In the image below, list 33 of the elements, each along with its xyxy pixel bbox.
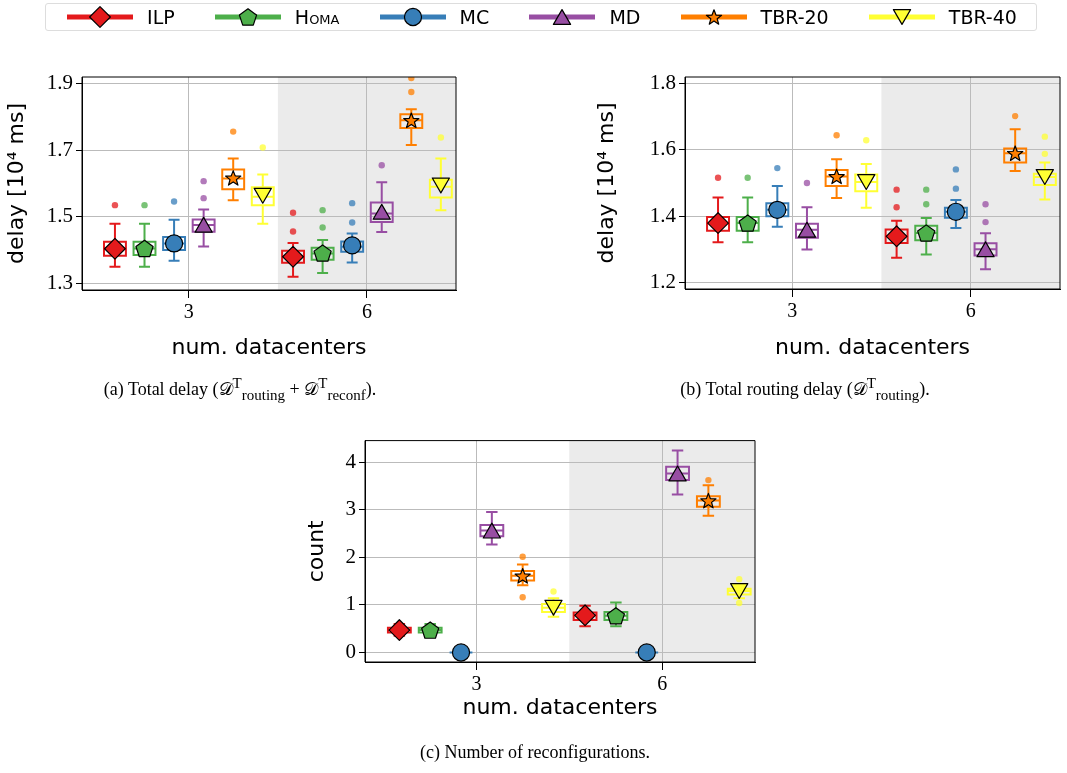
legend-label: MC <box>459 6 490 28</box>
y-tick-label: 1.4 <box>649 202 677 227</box>
y-tick-label: 1.3 <box>46 269 73 294</box>
legend-label: ILP <box>147 6 175 28</box>
legend-label: TBR-40 <box>948 6 1017 28</box>
legend-label: TBR-20 <box>760 6 829 28</box>
y-tick-label: 1.7 <box>46 136 73 161</box>
y-tick-label: 1.9 <box>46 70 73 95</box>
x-tick-label: 3 <box>183 300 194 323</box>
x-axis-title: num. datacenters <box>462 693 658 719</box>
x-tick-label: 6 <box>965 299 976 322</box>
y-tick-label: 1 <box>345 591 356 616</box>
y-tick-label: 1.5 <box>46 203 73 228</box>
x-axis-title: num. datacenters <box>171 333 367 359</box>
x-tick-label: 6 <box>361 300 372 323</box>
y-axis-title: delay [10⁴ ms] <box>2 103 28 264</box>
y-tick-label: 4 <box>345 448 357 473</box>
y-tick-label: 1.2 <box>649 268 676 293</box>
y-tick-label: 1.6 <box>649 136 676 161</box>
x-axis-title: num. datacenters <box>774 333 971 359</box>
text: (c) Number of reconfigurations. <box>420 742 650 763</box>
x-tick-label: 6 <box>657 672 668 695</box>
x-tick-label: 3 <box>787 299 798 322</box>
text: (b) Total routing delay (𝒟$^{T}$$_{routing}$). <box>680 375 930 404</box>
text: (a) Total delay (𝒟$^{T}$$_{routing}$ + 𝒟$^{T}$$_{reconf}$). <box>103 375 377 404</box>
y-tick-label: 2 <box>345 543 356 568</box>
y-tick-label: 1.8 <box>649 70 676 95</box>
y-tick-label: 3 <box>345 496 356 521</box>
y-axis-title: count <box>302 519 328 583</box>
y-axis-title: delay [10⁴ ms] <box>592 102 618 264</box>
y-tick-label: 0 <box>345 638 356 663</box>
legend-label: Homa <box>294 6 340 28</box>
legend-label: MD <box>609 6 641 28</box>
